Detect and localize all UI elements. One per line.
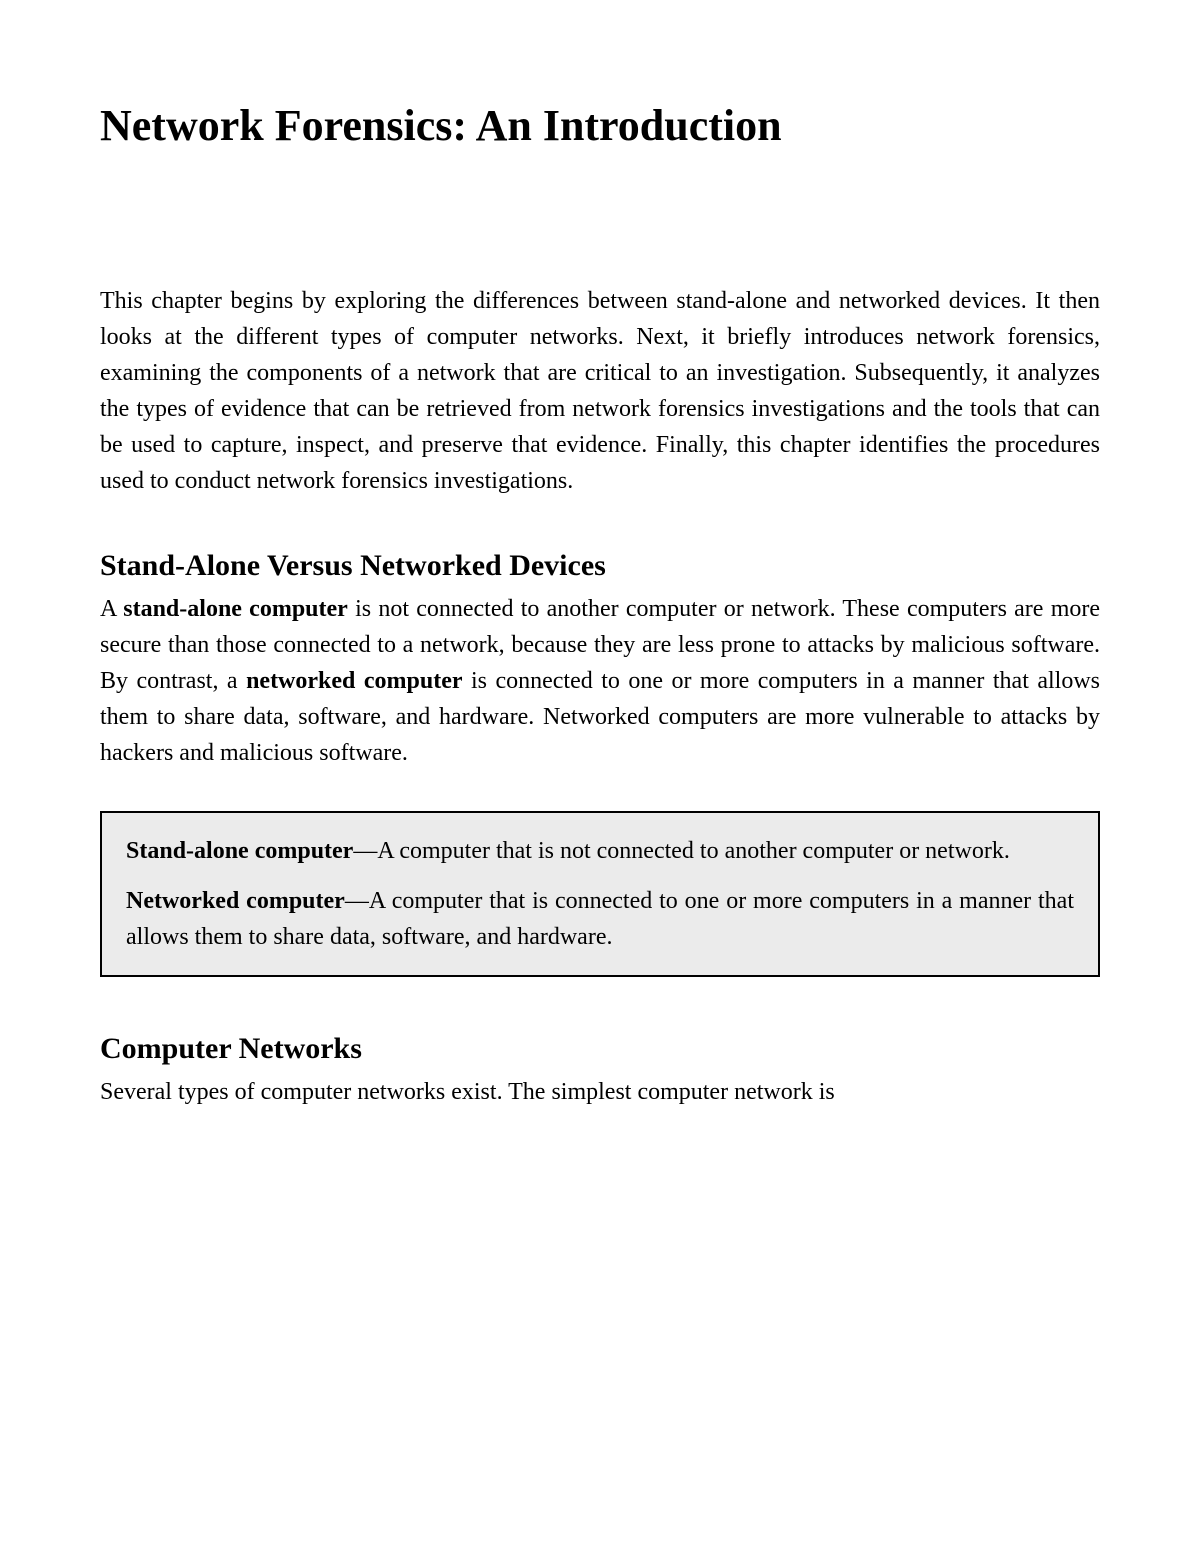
term-standalone-computer: stand-alone computer [123,596,348,622]
section2-paragraph: Several types of computer networks exist… [100,1074,1100,1110]
section1-paragraph: A stand-alone computer is not connected … [100,591,1100,771]
definition-networked: Networked computer—A computer that is co… [126,883,1074,955]
def-term-standalone: Stand-alone computer [126,838,353,864]
definition-standalone: Stand-alone computer—A computer that is … [126,833,1074,869]
intro-paragraph: This chapter begins by exploring the dif… [100,283,1100,499]
section-heading-networks: Computer Networks [100,1032,1100,1066]
term-networked-computer: networked computer [246,668,462,694]
section-heading-standalone: Stand-Alone Versus Networked Devices [100,549,1100,583]
page-title: Network Forensics: An Introduction [100,100,1100,153]
text-fragment: A [100,596,123,622]
def-term-networked: Networked computer [126,888,345,914]
def-text-standalone: —A computer that is not connected to ano… [353,838,1009,864]
definition-box: Stand-alone computer—A computer that is … [100,811,1100,977]
